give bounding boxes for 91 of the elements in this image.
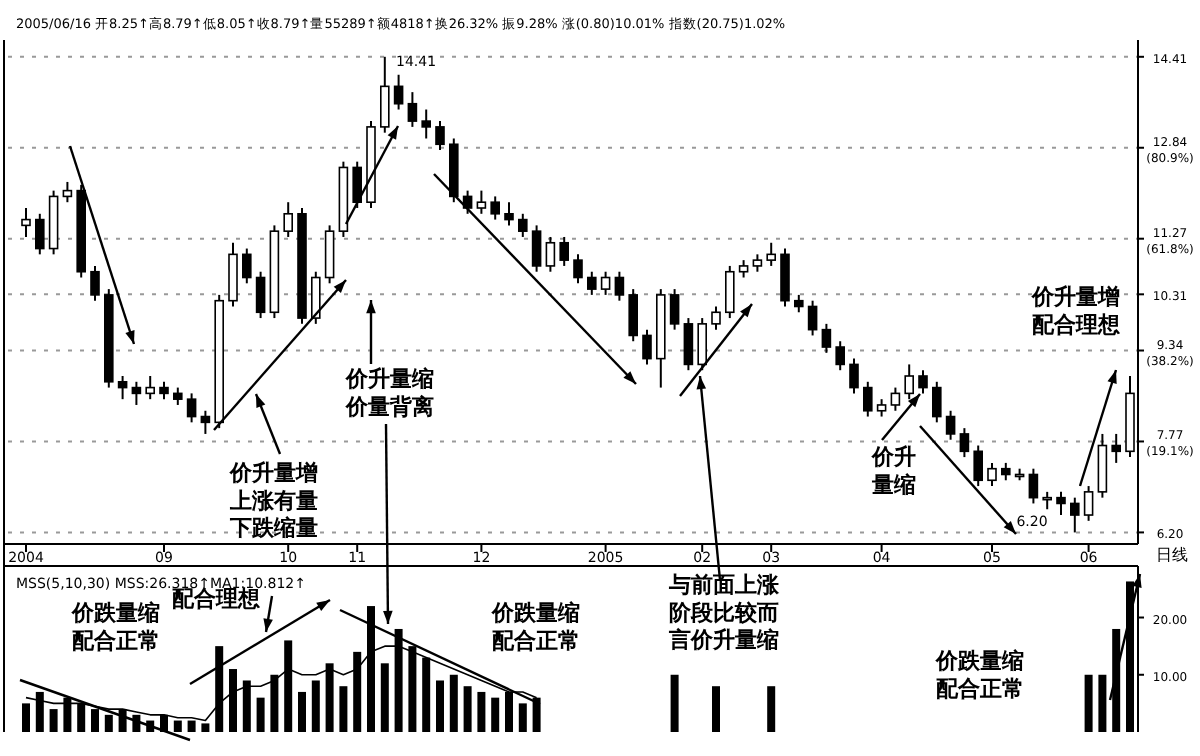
candlestick [435, 120, 445, 152]
candlestick [421, 108, 431, 140]
bar [91, 709, 99, 732]
candlestick [573, 253, 583, 285]
annotation: 价升量缩 [870, 444, 916, 498]
bar [1112, 628, 1121, 732]
candlestick [352, 160, 362, 209]
candlestick [200, 409, 211, 435]
candlestick [669, 288, 680, 331]
candlestick [324, 224, 335, 285]
annotation: 价跌量缩配合正常 [934, 648, 1024, 702]
candlestick [145, 375, 155, 401]
annotation: 价升量增上涨有量下跌缩量 [228, 460, 318, 541]
candlestick [228, 241, 238, 308]
candlestick [380, 55, 390, 134]
candlestick [1028, 467, 1039, 505]
candlestick [311, 270, 321, 325]
candlestick [725, 264, 735, 320]
candlestick [255, 270, 266, 320]
bar [298, 691, 306, 732]
candlestick [90, 264, 100, 302]
bar [311, 680, 320, 732]
candlestick [117, 375, 128, 401]
candlestick [21, 207, 31, 238]
candlestick [476, 189, 487, 215]
bar [518, 703, 527, 732]
candlestick [904, 363, 914, 401]
candlestick [531, 224, 542, 273]
bar [767, 686, 776, 732]
bar [380, 663, 389, 732]
candlestick [1070, 496, 1080, 534]
candlestick [959, 427, 970, 459]
candlestick [1111, 432, 1121, 464]
annotation: 价升量增配合理想 [1030, 284, 1122, 338]
candlestick [711, 305, 721, 331]
candlestick [490, 195, 500, 221]
candlestick [504, 201, 514, 227]
candlestick [766, 241, 776, 267]
candlestick [835, 340, 845, 372]
candlestick [518, 212, 528, 238]
bar [256, 697, 265, 732]
annotation: 价跌量缩配合正常 [70, 600, 160, 654]
candlestick [780, 247, 790, 308]
text: 日线 [1156, 546, 1188, 564]
candlestick [628, 288, 638, 343]
annotation: 配合理想 [172, 586, 262, 612]
bar [339, 686, 348, 732]
bar [436, 680, 444, 732]
candlestick [614, 270, 625, 302]
annotation: 价跌量缩配合正常 [490, 600, 580, 654]
candlestick [1097, 432, 1108, 499]
candlestick [545, 235, 556, 273]
bar [449, 674, 458, 732]
bar [670, 674, 679, 732]
candlestick [1056, 490, 1066, 517]
annotation: 与前面上涨阶段比较而言价升量缩 [667, 572, 781, 653]
candlestick [849, 357, 859, 395]
candlestick [642, 328, 652, 366]
candlestick [1083, 485, 1094, 522]
bar [477, 691, 486, 732]
candlestick [683, 317, 694, 372]
candlestick [35, 212, 45, 256]
annotation: 价升量缩价量背离 [344, 366, 434, 420]
bar [463, 686, 472, 732]
candlestick [890, 386, 901, 412]
candlestick [821, 322, 832, 354]
candlestick [918, 369, 928, 395]
bar [1084, 674, 1093, 732]
candlestick [283, 201, 293, 238]
candlestick [242, 247, 252, 285]
candlestick [393, 73, 404, 111]
candlestick [62, 180, 73, 204]
candlestick [987, 461, 997, 488]
bar [49, 709, 58, 732]
candlestick [600, 270, 611, 296]
candlestick [697, 317, 707, 372]
bar [104, 714, 113, 732]
bar [22, 703, 30, 732]
bar [491, 697, 500, 732]
candlestick [863, 380, 873, 418]
candlestick [932, 380, 942, 424]
candlestick [407, 91, 418, 128]
candlestick [945, 409, 956, 441]
candlestick [559, 235, 569, 267]
candlestick [587, 270, 597, 296]
candlestick [186, 392, 197, 424]
bar [1098, 674, 1107, 732]
bar [712, 686, 720, 732]
candlestick [807, 299, 818, 337]
candlestick [131, 380, 142, 406]
candlestick [973, 444, 983, 488]
